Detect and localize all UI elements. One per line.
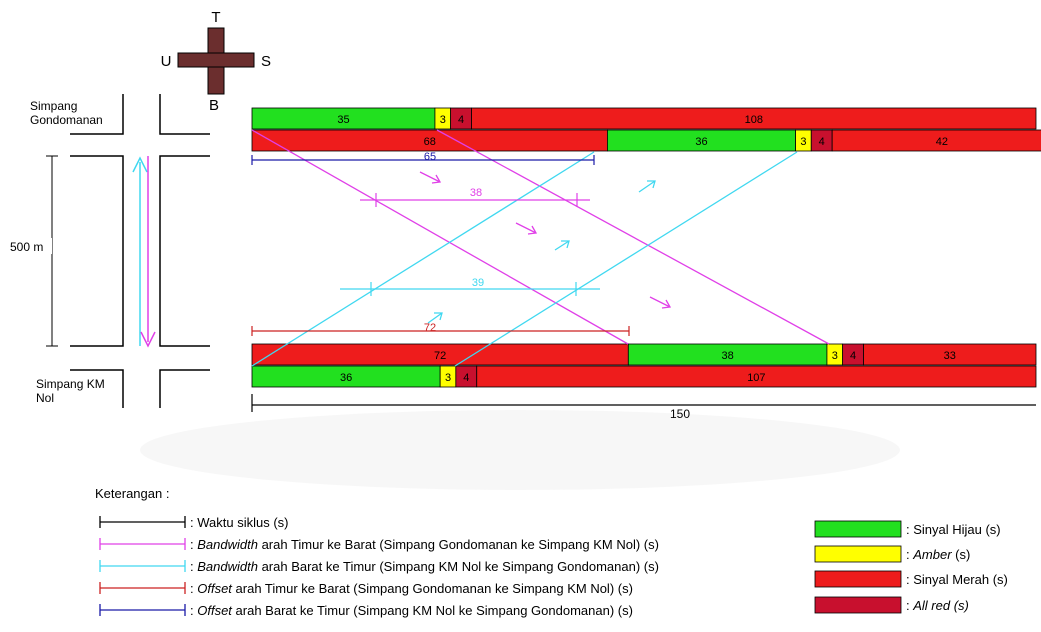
legend-line-label: : Offset arah Barat ke Timur (Simpang KM… <box>190 603 633 618</box>
signal-phase-duration: 108 <box>745 114 763 126</box>
legend-line-label: : Waktu siklus (s) <box>190 515 288 530</box>
compass-east-label: S <box>261 53 271 70</box>
gondomanan-label-line1: Simpang <box>30 99 77 113</box>
kmnol-label-line2: Nol <box>36 391 54 405</box>
signal-phase-red <box>863 343 1037 366</box>
signal-phase-duration: 3 <box>440 114 446 126</box>
direction-arrows <box>419 171 672 324</box>
cyan-arrow-icon <box>638 180 656 193</box>
magenta-trajectory-1 <box>251 129 629 345</box>
offset-red-marker <box>251 326 630 336</box>
signal-phase-duration: 35 <box>337 114 349 126</box>
cyan-arrow-icon <box>554 240 570 251</box>
legend-line-label: : Offset arah Timur ke Barat (Simpang Go… <box>190 581 633 596</box>
road-edge-top-right <box>159 94 210 135</box>
compass-rose: T U S B <box>161 9 271 114</box>
legend-line-label: : Bandwidth arah Barat ke Timur (Simpang… <box>190 559 659 574</box>
road-arrow-magenta-head <box>140 331 156 348</box>
offset-blue-label: 65 <box>424 151 436 163</box>
legend-box-item-amber: : Amber (s) <box>814 545 970 563</box>
legend-box-label: : Amber (s) <box>906 547 970 562</box>
magenta-trajectory-2 <box>436 129 830 345</box>
signal-phase-red <box>476 365 1037 388</box>
legend-box-label: : Sinyal Hijau (s) <box>906 522 1001 537</box>
legend-swatch <box>814 545 902 563</box>
signal-row-kmnol-2: 36 3 4 107 <box>251 365 1037 388</box>
signal-phase-duration: 3 <box>800 136 806 148</box>
distance-label: 500 m <box>10 240 43 254</box>
magenta-arrow-icon <box>649 296 672 309</box>
legend-line-item-cycle: : Waktu siklus (s) <box>99 515 288 530</box>
kmnol-label-line1: Simpang KM <box>36 377 105 391</box>
signal-phase-duration: 3 <box>445 372 451 384</box>
signal-phase-duration: 42 <box>936 136 948 148</box>
legend-box-item-green: : Sinyal Hijau (s) <box>814 520 1001 538</box>
compass-south-label: B <box>209 97 219 114</box>
road-edge-top-left <box>70 94 124 135</box>
trajectory-lines <box>251 129 830 367</box>
bandwidth-cyan-marker <box>340 282 600 296</box>
legend-swatch <box>814 570 902 588</box>
offset-blue-marker <box>251 155 595 165</box>
signal-phase-duration: 36 <box>695 136 707 148</box>
legend-swatch <box>814 596 902 614</box>
road-arrow-cyan-head <box>132 156 148 173</box>
signal-phase-duration: 3 <box>832 350 838 362</box>
legend-line-item-offset-red: : Offset arah Timur ke Barat (Simpang Go… <box>99 581 633 596</box>
signal-phase-duration: 4 <box>458 114 464 126</box>
signal-phase-duration: 4 <box>463 372 469 384</box>
cycle-label: 150 <box>670 407 690 421</box>
cyan-trajectory-1 <box>251 151 595 367</box>
signal-row-gondomanan-1: 35 3 4 108 <box>251 107 1037 130</box>
signal-phase-duration: 4 <box>850 350 856 362</box>
road-schematic <box>70 94 210 408</box>
road-edge-bottom-left <box>70 369 124 408</box>
signal-row-kmnol-1: 72 38 3 4 33 <box>251 343 1037 366</box>
signal-phase-red <box>831 129 1041 152</box>
compass-cross-horizontal <box>177 52 255 68</box>
signal-phase-duration: 4 <box>819 136 825 148</box>
bandwidth-magenta-marker <box>360 193 590 207</box>
legend-swatch <box>814 520 902 538</box>
magenta-arrow-icon <box>419 171 442 184</box>
compass-north-label: T <box>211 9 220 26</box>
cycle-marker <box>251 394 1036 412</box>
magenta-arrow-icon <box>515 222 538 235</box>
legend-line-item-bandwidth-cyan: : Bandwidth arah Barat ke Timur (Simpang… <box>99 559 659 574</box>
legend-line-item-offset-blue: : Offset arah Barat ke Timur (Simpang KM… <box>99 603 633 618</box>
signal-phase-duration: 33 <box>944 350 956 362</box>
distance-label-bg <box>8 238 52 254</box>
signal-phase-duration: 72 <box>434 350 446 362</box>
legend-box-item-red: : Sinyal Merah (s) <box>814 570 1008 588</box>
signal-row-gondomanan-2: 68 36 3 4 42 <box>251 129 1041 152</box>
road-edge-mid-left <box>70 155 124 347</box>
watermark-emblem <box>140 410 900 490</box>
legend-line-items: : Waktu siklus (s) : Bandwidth arah Timur… <box>99 515 659 618</box>
compass-west-label: U <box>161 53 172 70</box>
road-edge-mid-right <box>159 155 210 347</box>
signal-phase-duration: 68 <box>424 136 436 148</box>
legend-box-label: : Sinyal Merah (s) <box>906 572 1008 587</box>
legend-box-label: : All red (s) <box>906 598 969 613</box>
bandwidth-magenta-label: 38 <box>470 187 482 199</box>
cyan-trajectory-2 <box>454 151 798 367</box>
signal-phase-duration: 36 <box>340 372 352 384</box>
signal-phase-red <box>471 107 1037 130</box>
legend-box-item-allred: : All red (s) <box>814 596 969 614</box>
legend-line-label: : Bandwidth arah Timur ke Barat (Simpang… <box>190 537 659 552</box>
gondomanan-label-line2: Gondomanan <box>30 113 103 127</box>
legend-title: Keterangan : <box>95 486 169 501</box>
bandwidth-cyan-label: 39 <box>472 277 484 289</box>
offset-red-label: 72 <box>424 322 436 334</box>
signal-phase-duration: 38 <box>722 350 734 362</box>
road-edge-bottom-right <box>159 369 210 408</box>
legend-line-item-bandwidth-magenta: : Bandwidth arah Timur ke Barat (Simpang… <box>99 537 659 552</box>
signal-phase-duration: 107 <box>747 372 765 384</box>
cyan-arrow-icon <box>427 312 443 324</box>
legend-box-items: : Sinyal Hijau (s) : Amber (s) : All red (… <box>814 520 1008 614</box>
